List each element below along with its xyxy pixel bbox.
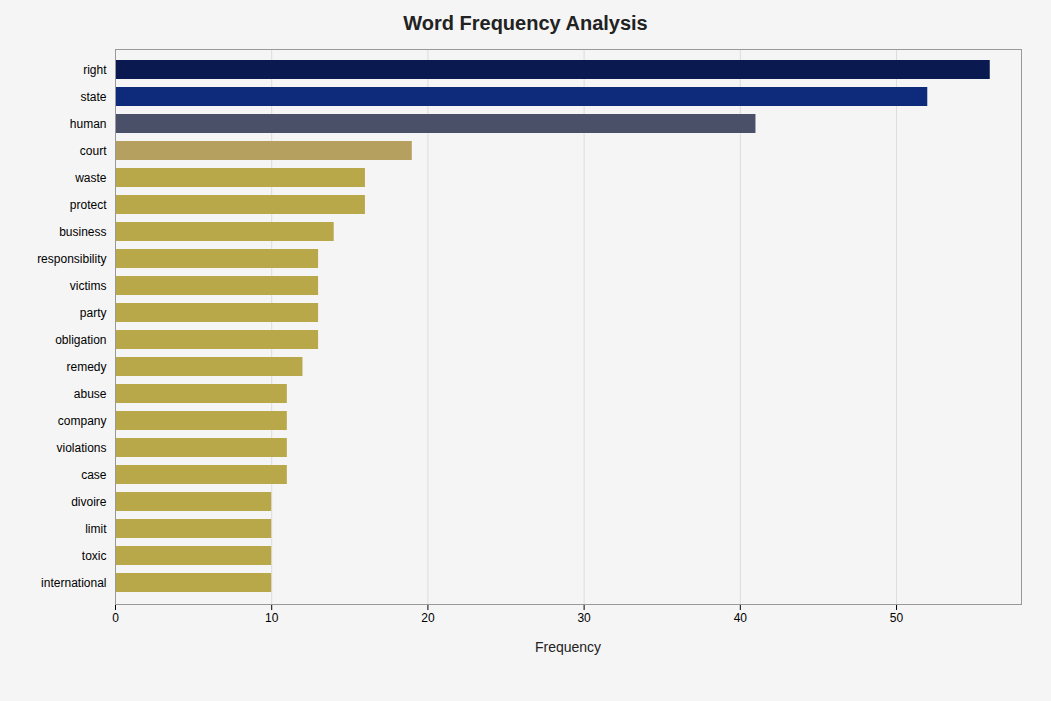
- svg-text:0: 0: [112, 611, 119, 625]
- svg-text:remedy: remedy: [66, 360, 106, 374]
- svg-text:violations: violations: [56, 441, 106, 455]
- svg-text:party: party: [80, 306, 107, 320]
- svg-text:court: court: [80, 144, 107, 158]
- svg-text:limit: limit: [85, 522, 107, 536]
- svg-text:victims: victims: [70, 279, 107, 293]
- svg-text:international: international: [41, 576, 106, 590]
- svg-text:waste: waste: [74, 171, 107, 185]
- svg-text:10: 10: [265, 611, 279, 625]
- svg-text:toxic: toxic: [82, 549, 107, 563]
- svg-text:protect: protect: [70, 198, 107, 212]
- svg-text:abuse: abuse: [74, 387, 107, 401]
- svg-text:responsibility: responsibility: [37, 252, 106, 266]
- svg-text:obligation: obligation: [55, 333, 106, 347]
- svg-text:state: state: [80, 90, 106, 104]
- svg-text:company: company: [58, 414, 107, 428]
- svg-text:divoire: divoire: [71, 495, 107, 509]
- svg-text:business: business: [59, 225, 106, 239]
- html-text:Frequency: Frequency: [534, 639, 602, 655]
- svg-text:20: 20: [421, 611, 435, 625]
- html-text:Word Frequency Analysis: Word Frequency Analysis: [403, 12, 648, 34]
- svg-text:40: 40: [734, 611, 748, 625]
- svg-text:right: right: [83, 63, 107, 77]
- svg-text:human: human: [70, 117, 107, 131]
- svg-text:50: 50: [890, 611, 904, 625]
- svg-text:30: 30: [577, 611, 591, 625]
- svg-text:case: case: [81, 468, 107, 482]
